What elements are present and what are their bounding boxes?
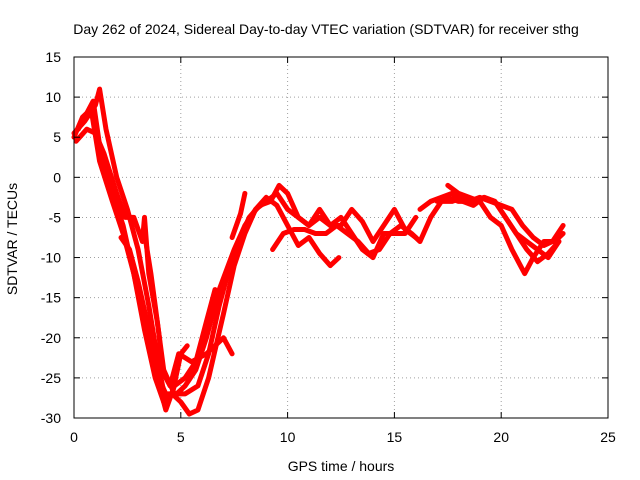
- y-tick-label: 0: [53, 169, 61, 185]
- x-tick-label: 15: [387, 429, 403, 445]
- series-line-track-2: [75, 98, 342, 417]
- y-tick-label: -10: [41, 250, 61, 266]
- y-tick-label: -20: [41, 330, 61, 346]
- y-tick-label: -25: [41, 370, 61, 386]
- series-line-track-6: [142, 231, 235, 389]
- y-axis-label: SDTVAR / TECUs: [4, 183, 20, 295]
- x-tick-label: 20: [493, 429, 509, 445]
- y-tick-label: 15: [45, 49, 61, 65]
- plot-frame: [73, 56, 609, 419]
- axis-ticks: 0 5 10 15 20 25 -30 -25 -20 -15 -10 -5 0 5 10 15: [41, 49, 616, 445]
- x-tick-label: 0: [70, 429, 78, 445]
- y-tick-label: -30: [41, 410, 61, 426]
- y-tick-label: -5: [49, 209, 62, 225]
- series-line-track-1: [71, 86, 190, 405]
- x-tick-label: 5: [177, 429, 185, 445]
- data-series-group: [71, 86, 566, 417]
- series-line-track-7: [229, 190, 248, 240]
- series-line-track-4: [73, 126, 419, 397]
- y-tick-label: -15: [41, 290, 61, 306]
- x-tick-label: 10: [280, 429, 296, 445]
- series-line-track-5: [118, 235, 218, 413]
- y-tick-label: 10: [45, 89, 61, 105]
- x-axis-label: GPS time / hours: [288, 458, 395, 474]
- chart-title: Day 262 of 2024, Sidereal Day-to-day VTE…: [73, 21, 579, 37]
- series-line-track-10: [445, 182, 566, 277]
- series-line-track-11: [434, 194, 566, 248]
- x-tick-label: 25: [600, 429, 616, 445]
- y-tick-label: 5: [53, 129, 61, 145]
